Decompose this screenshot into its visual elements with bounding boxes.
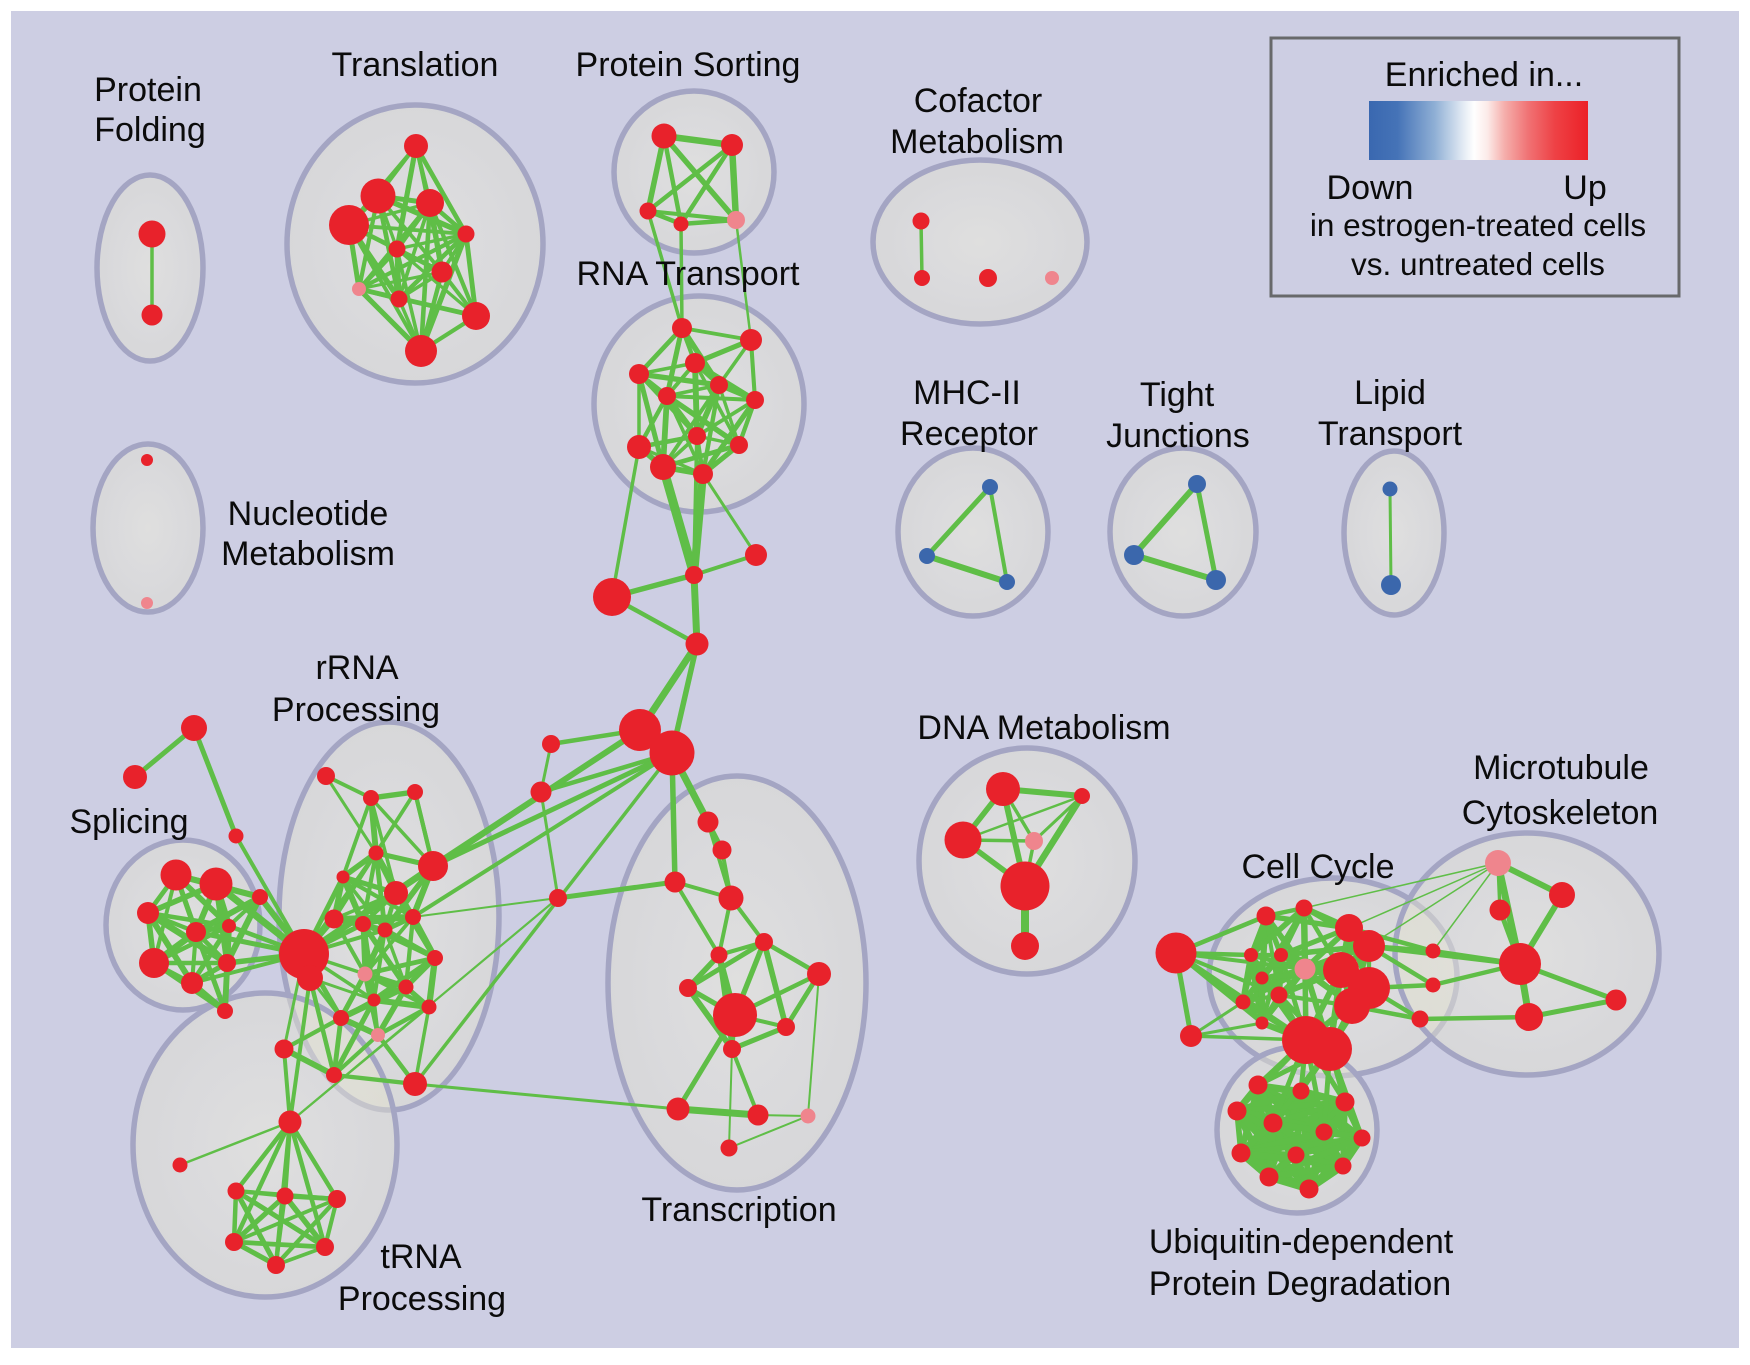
svg-text:Transport: Transport — [1318, 415, 1463, 453]
svg-text:Junctions: Junctions — [1106, 417, 1250, 455]
svg-text:Ubiquitin-dependent: Ubiquitin-dependent — [1149, 1223, 1454, 1261]
svg-text:MHC-II: MHC-II — [913, 374, 1021, 412]
svg-text:Tight: Tight — [1140, 376, 1215, 414]
svg-text:in estrogen-treated cells: in estrogen-treated cells — [1310, 207, 1646, 243]
svg-text:Metabolism: Metabolism — [221, 535, 395, 573]
svg-text:Protein Sorting: Protein Sorting — [576, 46, 801, 84]
svg-text:Enriched in...: Enriched in... — [1385, 56, 1583, 94]
svg-text:Cofactor: Cofactor — [914, 82, 1043, 120]
svg-text:vs. untreated cells: vs. untreated cells — [1351, 246, 1605, 282]
svg-text:Protein Degradation: Protein Degradation — [1149, 1265, 1451, 1303]
svg-text:Microtubule: Microtubule — [1473, 749, 1649, 787]
svg-text:Nucleotide: Nucleotide — [228, 495, 389, 533]
svg-text:Protein: Protein — [94, 71, 202, 109]
svg-text:Cytoskeleton: Cytoskeleton — [1462, 794, 1659, 832]
svg-text:Cell Cycle: Cell Cycle — [1241, 848, 1394, 886]
svg-text:DNA Metabolism: DNA Metabolism — [917, 709, 1170, 747]
svg-text:Transcription: Transcription — [641, 1191, 836, 1229]
svg-text:RNA Transport: RNA Transport — [577, 255, 801, 293]
svg-text:Receptor: Receptor — [900, 415, 1038, 453]
svg-text:Translation: Translation — [332, 46, 499, 84]
svg-text:tRNA: tRNA — [380, 1238, 462, 1276]
svg-text:Folding: Folding — [94, 111, 206, 149]
svg-text:rRNA: rRNA — [315, 649, 398, 687]
svg-text:Down: Down — [1327, 169, 1414, 207]
svg-text:Processing: Processing — [272, 691, 440, 729]
svg-text:Processing: Processing — [338, 1280, 506, 1318]
svg-text:Up: Up — [1563, 169, 1606, 207]
svg-text:Metabolism: Metabolism — [890, 123, 1064, 161]
svg-text:Splicing: Splicing — [69, 803, 188, 841]
svg-text:Lipid: Lipid — [1354, 374, 1426, 412]
